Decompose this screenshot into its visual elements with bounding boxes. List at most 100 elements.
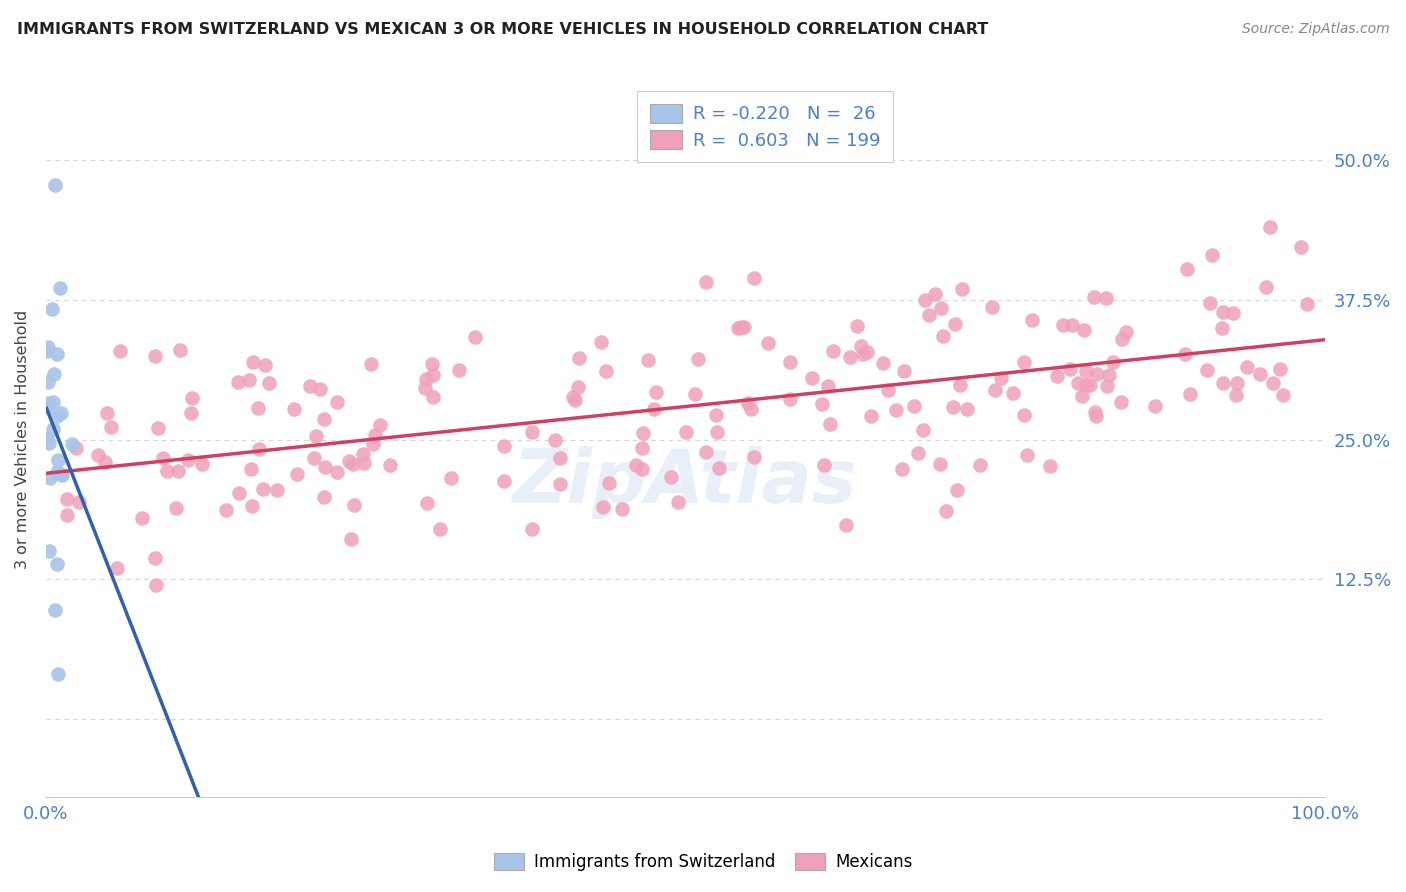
Point (633, 425, 655, 440)
Point (1084, 405, 1107, 419)
Point (598, 476, 620, 491)
Point (943, 318, 966, 332)
Point (707, 460, 730, 475)
Point (429, 522, 451, 536)
Point (942, 401, 965, 415)
Point (852, 347, 875, 361)
Point (35, 400, 58, 414)
Point (626, 458, 648, 472)
Point (990, 371, 1012, 385)
Point (631, 462, 654, 476)
Point (917, 308, 939, 322)
Point (35, 431, 58, 445)
Point (756, 336, 779, 351)
Point (240, 499, 263, 513)
Point (239, 462, 262, 476)
Point (156, 464, 179, 478)
Point (242, 355, 264, 369)
Point (420, 357, 443, 371)
Point (1039, 458, 1062, 473)
Point (907, 446, 929, 460)
Point (45, 409, 67, 423)
Point (343, 499, 366, 513)
Point (131, 511, 153, 525)
Point (326, 465, 349, 479)
Point (1212, 305, 1234, 319)
Point (520, 425, 543, 440)
Point (1195, 363, 1218, 377)
Point (1236, 360, 1258, 375)
Point (683, 387, 706, 401)
Point (924, 287, 946, 301)
Point (817, 379, 839, 393)
Point (339, 532, 361, 546)
Point (60, 437, 83, 451)
Point (695, 275, 717, 289)
Point (1225, 387, 1247, 401)
Point (96, 406, 118, 420)
Point (1073, 323, 1095, 337)
Point (37, 375, 59, 389)
Point (945, 483, 967, 497)
Point (422, 368, 444, 383)
Point (1012, 408, 1035, 422)
Point (1059, 362, 1081, 376)
Point (165, 501, 187, 516)
Point (1111, 332, 1133, 346)
Point (704, 408, 727, 422)
Point (422, 390, 444, 404)
Point (416, 495, 439, 509)
Point (675, 425, 697, 439)
Point (1271, 388, 1294, 402)
Point (342, 457, 364, 471)
Point (860, 409, 883, 424)
Point (984, 383, 1007, 397)
Point (46, 347, 69, 361)
Point (981, 300, 1004, 314)
Point (152, 450, 174, 465)
Point (361, 437, 384, 451)
Legend: R = -0.220   N =  26, R =  0.603   N = 199: R = -0.220 N = 26, R = 0.603 N = 199 (637, 91, 893, 162)
Point (969, 458, 991, 473)
Point (65, 441, 87, 455)
Point (105, 561, 128, 575)
Point (564, 392, 586, 407)
Point (146, 420, 169, 434)
Point (659, 469, 682, 483)
Point (51, 467, 73, 481)
Point (177, 453, 200, 467)
Point (191, 457, 214, 471)
Point (440, 471, 463, 485)
Point (44, 178, 66, 192)
Point (818, 417, 841, 432)
Point (360, 357, 382, 371)
Point (238, 374, 260, 388)
Point (353, 456, 375, 470)
Point (41, 301, 63, 316)
Point (38, 471, 60, 485)
Point (51, 468, 73, 483)
Point (591, 335, 613, 350)
Point (226, 375, 249, 389)
Point (1098, 368, 1121, 383)
Point (835, 517, 858, 532)
Point (838, 350, 860, 364)
Legend: Immigrants from Switzerland, Mexicans: Immigrants from Switzerland, Mexicans (485, 845, 921, 880)
Point (1094, 291, 1116, 305)
Point (48, 452, 70, 467)
Point (447, 362, 470, 376)
Point (352, 448, 374, 462)
Point (543, 433, 565, 447)
Point (742, 271, 765, 285)
Point (733, 320, 755, 334)
Point (266, 483, 288, 498)
Point (247, 442, 270, 457)
Point (1071, 389, 1094, 403)
Point (302, 451, 325, 466)
Point (823, 344, 845, 359)
Point (856, 345, 879, 359)
Point (706, 425, 728, 439)
Point (46, 667, 69, 681)
Point (42, 395, 65, 409)
Point (561, 390, 583, 404)
